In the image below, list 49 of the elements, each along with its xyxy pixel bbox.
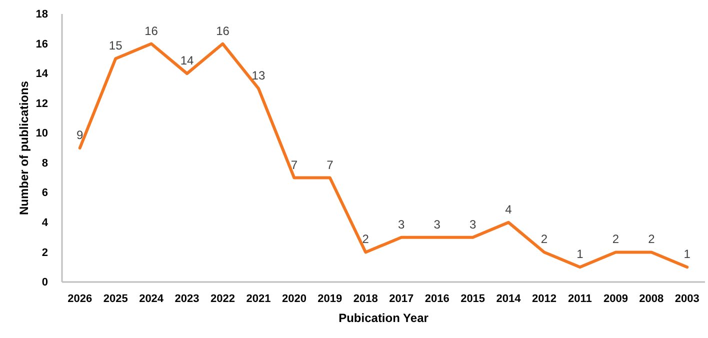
- data-label: 1: [576, 247, 584, 262]
- data-label: 2: [648, 232, 656, 246]
- x-tick-label: 2021: [246, 292, 271, 305]
- x-tick-label: 2012: [532, 292, 556, 305]
- data-label: 14: [180, 54, 194, 68]
- data-label: 15: [108, 38, 123, 53]
- data-label: 7: [290, 158, 298, 172]
- data-label: 3: [469, 217, 476, 232]
- y-tick-label: 8: [42, 157, 48, 170]
- data-label: 9: [76, 128, 84, 142]
- data-label: 2: [540, 232, 548, 246]
- y-tick-label: 4: [42, 216, 49, 229]
- x-tick-label: 2008: [639, 292, 664, 305]
- x-tick-label: 2015: [460, 292, 486, 305]
- x-tick-label: 2025: [103, 292, 128, 305]
- data-label: 4: [505, 202, 512, 216]
- x-tick-label: 2003: [674, 292, 700, 305]
- x-tick-label: 2019: [318, 292, 342, 305]
- data-label: 2: [612, 232, 620, 246]
- x-tick-label: 2023: [174, 292, 200, 305]
- y-tick-label: 2: [42, 246, 48, 259]
- y-tick-label: 0: [42, 276, 48, 289]
- x-tick-label: 2009: [603, 292, 628, 305]
- data-label: 16: [144, 24, 158, 38]
- data-label: 3: [434, 217, 441, 232]
- x-tick-label: 2011: [568, 292, 592, 305]
- x-tick-label: 2022: [210, 292, 235, 305]
- line-series: [78, 42, 689, 269]
- x-tick-label: 2016: [424, 292, 450, 305]
- x-axis-title: Pubication Year: [338, 311, 429, 325]
- data-label: 1: [684, 247, 691, 262]
- y-tick-label: 10: [36, 128, 48, 140]
- y-tick-label: 14: [36, 68, 49, 80]
- x-tick-label: 2020: [282, 292, 306, 305]
- x-tick-label: 2026: [68, 292, 92, 305]
- data-label: 2: [362, 232, 370, 246]
- data-label: 13: [252, 68, 266, 82]
- y-tick-label: 18: [36, 8, 48, 21]
- data-label: 16: [216, 24, 230, 38]
- y-tick-label: 6: [42, 187, 48, 200]
- y-tick-label: 12: [36, 98, 48, 110]
- x-tick-label: 2017: [389, 292, 414, 305]
- x-tick-label: 2018: [353, 292, 378, 305]
- data-label: 7: [326, 158, 334, 172]
- data-label: 3: [398, 217, 406, 232]
- y-axis-title: Number of publications: [17, 80, 31, 216]
- y-tick-label: 16: [36, 38, 48, 50]
- x-tick-label: 2024: [139, 292, 164, 305]
- x-tick-label: 2014: [496, 292, 522, 305]
